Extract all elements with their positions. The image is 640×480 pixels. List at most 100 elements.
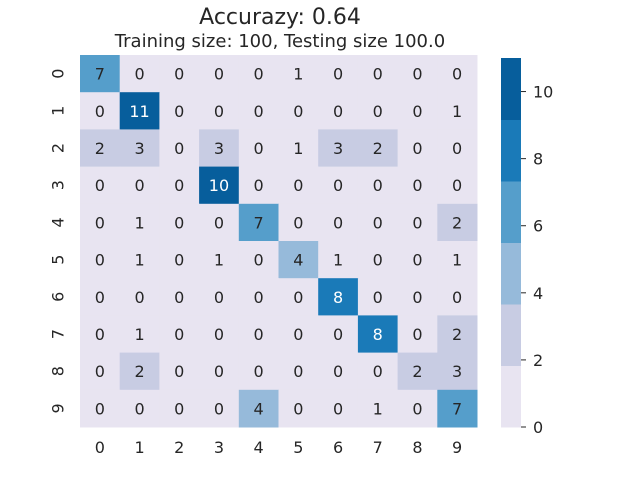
heatmap-cell-7-5	[278, 315, 319, 354]
heatmap-cell-2-6	[318, 129, 359, 168]
heatmap-cell-6-5	[278, 278, 319, 316]
heatmap-cell-9-6	[318, 389, 359, 428]
cell-value-9-9: 7	[452, 399, 462, 418]
cell-value-8-3: 0	[214, 362, 224, 381]
heatmap-cell-2-1	[119, 129, 160, 168]
heatmap-cell-7-1	[119, 315, 160, 354]
cell-value-5-1: 1	[134, 251, 144, 270]
heatmap-cell-9-2	[159, 389, 200, 428]
heatmap-cell-6-6	[318, 278, 359, 316]
heatmap-cell-3-8	[397, 166, 438, 205]
heatmap-cell-3-3	[199, 166, 240, 205]
heatmap-cell-0-1	[119, 55, 160, 93]
heatmap-cell-6-3	[199, 278, 240, 316]
x-tick-label: 4	[254, 438, 264, 457]
cell-value-4-8: 0	[412, 213, 422, 232]
y-tick-label: 8	[49, 366, 68, 376]
cell-value-4-3: 0	[214, 213, 224, 232]
heatmap-cell-2-7	[357, 129, 399, 168]
heatmap-cell-2-4	[238, 129, 279, 168]
cell-value-7-7: 8	[373, 325, 383, 344]
heatmap-cell-7-2	[159, 315, 200, 354]
cell-value-0-9: 0	[452, 65, 462, 84]
x-tick-label: 8	[412, 438, 422, 457]
heatmap-cell-7-8	[397, 315, 438, 354]
cell-value-6-0: 0	[95, 288, 105, 307]
heatmap-cell-5-0	[80, 241, 121, 279]
heatmap-cell-4-8	[397, 203, 438, 242]
cell-value-5-8: 0	[412, 251, 422, 270]
heatmap-cell-0-2	[159, 55, 200, 93]
cell-value-7-5: 0	[293, 325, 303, 344]
cell-value-4-0: 0	[95, 213, 105, 232]
heatmap-cell-5-2	[159, 241, 200, 279]
cell-value-4-9: 2	[452, 213, 462, 232]
cell-value-8-4: 0	[254, 362, 264, 381]
cell-value-6-9: 0	[452, 288, 462, 307]
colorbar-tick-label: 4	[533, 284, 543, 303]
y-tick-label: 7	[49, 329, 68, 339]
heatmap-cell-8-3	[199, 352, 240, 391]
cell-value-7-2: 0	[174, 325, 184, 344]
x-tick-label: 2	[174, 438, 184, 457]
heatmap-cell-1-9	[437, 92, 478, 130]
heatmap-cell-4-0	[80, 203, 121, 242]
heatmap-cell-5-6	[318, 241, 359, 279]
cell-value-6-3: 0	[214, 288, 224, 307]
colorbar-segment	[501, 119, 521, 182]
cell-value-6-7: 0	[373, 288, 383, 307]
heatmap-cell-1-8	[397, 92, 438, 130]
heatmap-cell-0-5	[278, 55, 319, 93]
heatmap-cell-2-2	[159, 129, 200, 168]
cell-value-3-8: 0	[412, 176, 422, 195]
heatmap-cell-6-7	[357, 278, 399, 316]
cell-value-2-6: 3	[333, 139, 343, 158]
heatmap-cell-8-5	[278, 352, 319, 391]
cell-value-0-1: 0	[134, 65, 144, 84]
heatmap-cell-4-3	[199, 203, 240, 242]
cell-value-0-0: 7	[95, 65, 105, 84]
cell-value-1-7: 0	[373, 102, 383, 121]
heatmap-cell-1-2	[159, 92, 200, 130]
y-tick-label: 5	[49, 255, 68, 265]
cell-value-8-5: 0	[293, 362, 303, 381]
heatmap-cell-4-2	[159, 203, 200, 242]
heatmap-cell-3-6	[318, 166, 359, 205]
cell-value-8-2: 0	[174, 362, 184, 381]
heatmap-cell-4-1	[119, 203, 160, 242]
heatmap-cell-5-7	[357, 241, 399, 279]
cell-value-7-4: 0	[254, 325, 264, 344]
heatmap-cell-0-9	[437, 55, 478, 93]
heatmap-cell-8-2	[159, 352, 200, 391]
cell-value-6-2: 0	[174, 288, 184, 307]
heatmap-cell-9-8	[397, 389, 438, 428]
cell-value-5-5: 4	[293, 251, 303, 270]
cell-value-9-7: 1	[373, 399, 383, 418]
cell-value-9-1: 0	[134, 399, 144, 418]
heatmap-cell-9-7	[357, 389, 399, 428]
cell-value-7-0: 0	[95, 325, 105, 344]
cell-value-2-0: 2	[95, 139, 105, 158]
heatmap-cell-8-8	[397, 352, 438, 391]
heatmap-cell-6-0	[80, 278, 121, 316]
x-tick-label: 0	[95, 438, 105, 457]
heatmap-cell-3-0	[80, 166, 121, 205]
y-tick-label: 9	[49, 403, 68, 413]
heatmap-cell-8-6	[318, 352, 359, 391]
cell-value-6-8: 0	[412, 288, 422, 307]
cell-value-0-5: 1	[293, 65, 303, 84]
heatmap-cell-6-8	[397, 278, 438, 316]
cell-value-5-0: 0	[95, 251, 105, 270]
heatmap-cell-4-5	[278, 203, 319, 242]
heatmap-cell-3-2	[159, 166, 200, 205]
x-tick-label: 1	[134, 438, 144, 457]
heatmap-cell-8-0	[80, 352, 121, 391]
cell-value-9-4: 4	[254, 399, 264, 418]
heatmap-cell-1-3	[199, 92, 240, 130]
cell-value-5-2: 0	[174, 251, 184, 270]
heatmap-cell-9-0	[80, 389, 121, 428]
heatmap-cell-0-8	[397, 55, 438, 93]
heatmap-cell-0-3	[199, 55, 240, 93]
chart-subtitle: Training size: 100, Testing size 100.0	[114, 31, 446, 52]
cell-value-4-6: 0	[333, 213, 343, 232]
